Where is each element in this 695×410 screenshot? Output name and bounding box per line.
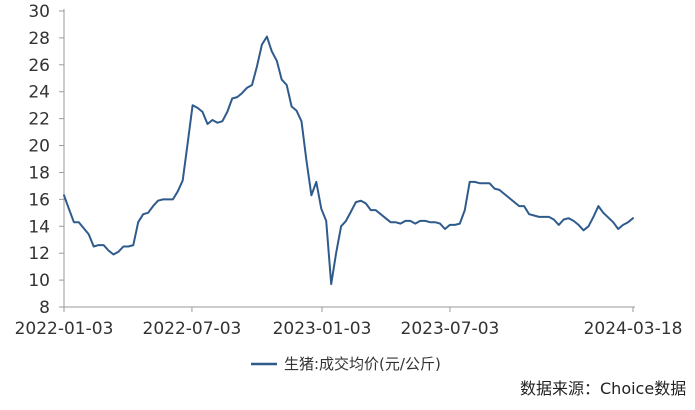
source-note: 数据来源：Choice数据: [520, 379, 686, 398]
y-tick-label: 12: [28, 244, 50, 264]
x-axis-ticks: 2022-01-03 2022-07-03 2023-01-03 2023-07-03…: [15, 307, 683, 339]
y-tick-label: 28: [28, 29, 50, 49]
legend: 生猪:成交均价(元/公斤): [251, 355, 441, 373]
legend-label: 生猪:成交均价(元/公斤): [284, 355, 441, 373]
y-axis-ticks: 8 10 12 14 16 18 20 22 24 26 28 30: [28, 2, 64, 318]
y-tick-label: 14: [28, 217, 50, 237]
series-line-hog-price: [63, 35, 634, 286]
x-tick-label: 2022-01-03: [15, 319, 114, 339]
y-tick-label: 30: [28, 2, 50, 22]
x-tick-label: 2023-01-03: [273, 319, 372, 339]
y-tick-label: 10: [28, 271, 50, 291]
x-tick-label: 2023-07-03: [401, 319, 500, 339]
y-tick-label: 20: [28, 137, 50, 157]
y-tick-label: 8: [39, 298, 50, 318]
y-tick-label: 16: [28, 190, 50, 210]
axes: [63, 9, 635, 308]
y-tick-label: 22: [28, 110, 50, 130]
plot-area: [63, 35, 634, 286]
x-tick-label: 2022-07-03: [143, 319, 242, 339]
y-tick-label: 18: [28, 163, 50, 183]
y-tick-label: 26: [28, 56, 50, 76]
x-tick-label: 2024-03-18: [584, 319, 683, 339]
y-tick-label: 24: [28, 83, 50, 103]
